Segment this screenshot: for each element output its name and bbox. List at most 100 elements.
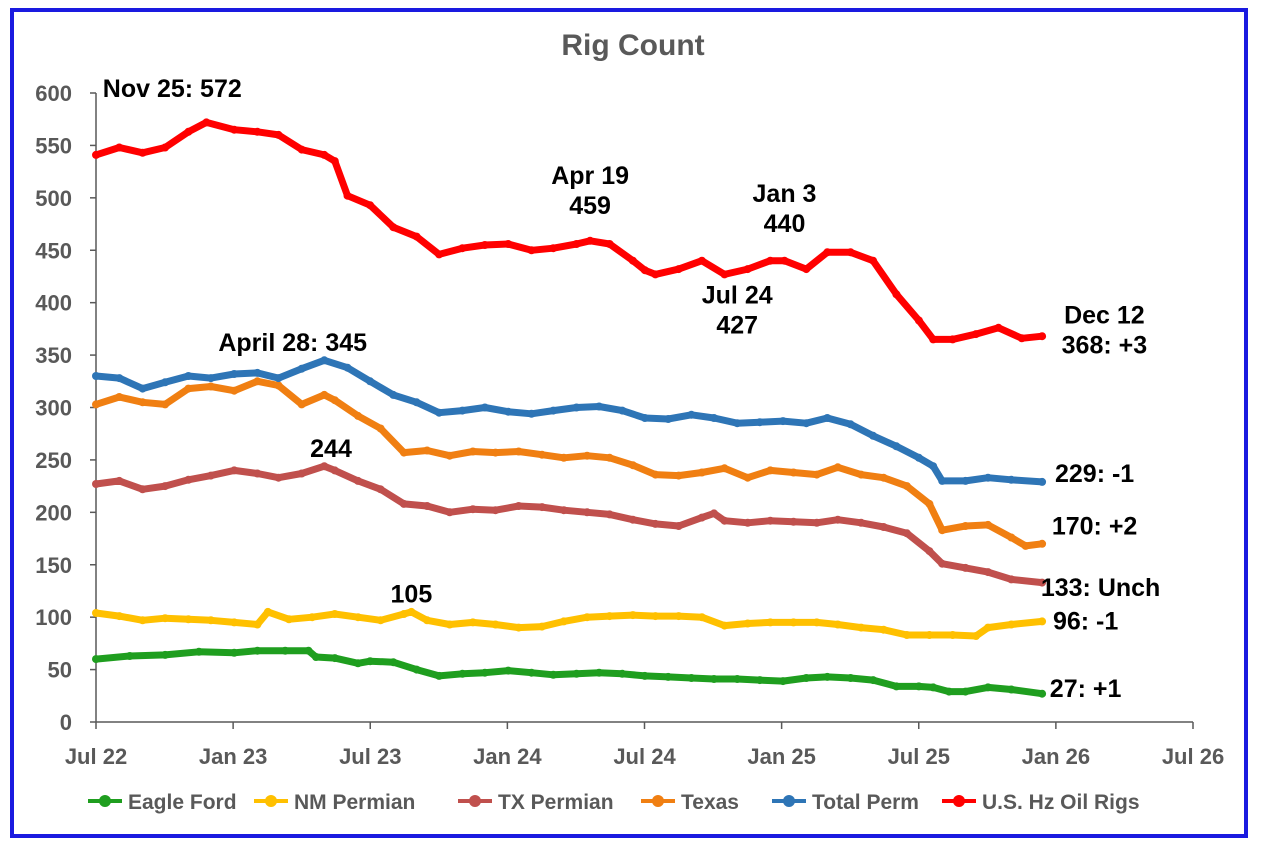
data-point: [802, 674, 811, 682]
data-point: [138, 616, 147, 625]
legend-label: TX Permian: [498, 791, 614, 814]
data-point: [628, 461, 637, 470]
data-point: [583, 451, 592, 460]
data-point: [92, 609, 100, 617]
data-point: [664, 415, 673, 423]
data-point: [869, 431, 878, 440]
data-point: [161, 143, 170, 152]
data-label: 170: +2: [1052, 512, 1138, 540]
data-point: [755, 676, 764, 685]
data-point: [720, 464, 729, 473]
data-point: [161, 650, 170, 659]
data-point: [697, 256, 706, 265]
data-point: [206, 471, 215, 480]
data-point: [312, 653, 320, 661]
data-point: [399, 448, 408, 457]
legend-item: Total Perm: [772, 791, 919, 814]
data-point: [833, 463, 842, 472]
data-point: [230, 386, 239, 395]
data-point: [586, 236, 595, 245]
data-point: [994, 323, 1003, 332]
data-point: [780, 256, 789, 265]
data-point: [879, 473, 888, 482]
data-point: [92, 480, 100, 488]
data-point: [595, 402, 604, 411]
legend-label: Eagle Ford: [128, 791, 237, 814]
data-point: [572, 403, 581, 412]
data-point: [743, 473, 752, 482]
y-tick-label: 500: [35, 186, 72, 211]
data-point: [115, 476, 124, 485]
data-point: [812, 470, 821, 479]
series-eagle-ford: [92, 646, 1047, 698]
axes: 0 50 100 150 200 250 300 350 400 450 500 550 600 Jul …: [35, 81, 1224, 769]
data-point: [651, 519, 660, 528]
data-point: [376, 424, 385, 433]
data-point: [572, 240, 581, 248]
data-label: 368: +3: [1062, 332, 1148, 360]
data-label: 459: [569, 192, 611, 220]
data-point: [914, 316, 923, 325]
data-point: [304, 646, 313, 655]
y-tick-label: 150: [35, 553, 72, 578]
data-point: [435, 408, 444, 417]
data-point: [399, 499, 408, 508]
data-point: [115, 393, 124, 401]
data-point: [595, 668, 604, 677]
y-tick-label: 350: [35, 343, 72, 368]
data-point: [605, 612, 614, 621]
data-point: [846, 420, 855, 429]
data-point: [92, 150, 100, 159]
data-point: [184, 615, 193, 624]
data-point: [674, 265, 683, 274]
data-point: [869, 676, 878, 685]
legend-marker: [953, 795, 965, 807]
data-point: [354, 613, 362, 622]
data-point: [399, 610, 408, 618]
data-point: [285, 615, 293, 624]
y-tick-label: 450: [35, 238, 72, 263]
data-label: Nov 25: 572: [103, 75, 242, 103]
legend-marker: [469, 795, 481, 807]
data-point: [161, 614, 170, 623]
data-point: [423, 446, 432, 455]
data-point: [1038, 689, 1047, 698]
x-tick-label: Jul 24: [613, 744, 676, 769]
data-point: [230, 125, 239, 134]
data-point: [538, 503, 546, 512]
data-point: [779, 417, 787, 426]
data-label: 229: -1: [1055, 460, 1134, 488]
data-point: [1021, 541, 1030, 550]
data-point: [549, 406, 558, 415]
data-point: [1038, 617, 1047, 626]
data-point: [376, 616, 385, 625]
data-point: [274, 381, 283, 390]
data-point: [230, 466, 239, 475]
legend-label: U.S. Hz Oil Rigs: [982, 791, 1140, 814]
data-point: [92, 372, 100, 380]
data-point: [504, 240, 513, 248]
data-point: [253, 127, 262, 136]
data-label: 244: [310, 435, 352, 463]
data-point: [138, 398, 147, 407]
data-point: [297, 469, 306, 478]
x-tick-label: Jul 23: [339, 744, 401, 769]
data-point: [779, 677, 787, 686]
data-point: [320, 356, 329, 365]
data-point: [789, 468, 798, 477]
data-point: [330, 396, 339, 405]
y-tick-label: 0: [60, 710, 72, 735]
data-point: [766, 618, 775, 627]
data-point: [902, 631, 911, 639]
data-point: [674, 471, 683, 480]
data-label: Dec 12: [1064, 302, 1145, 330]
series-nm-permian: [92, 607, 1047, 640]
legend-item: NM Permian: [254, 791, 415, 814]
data-point: [605, 510, 614, 519]
data-label: 427: [716, 312, 758, 340]
legend-marker: [652, 795, 664, 807]
data-point: [743, 518, 752, 527]
legend-label: Texas: [681, 791, 739, 814]
data-point: [115, 612, 124, 621]
